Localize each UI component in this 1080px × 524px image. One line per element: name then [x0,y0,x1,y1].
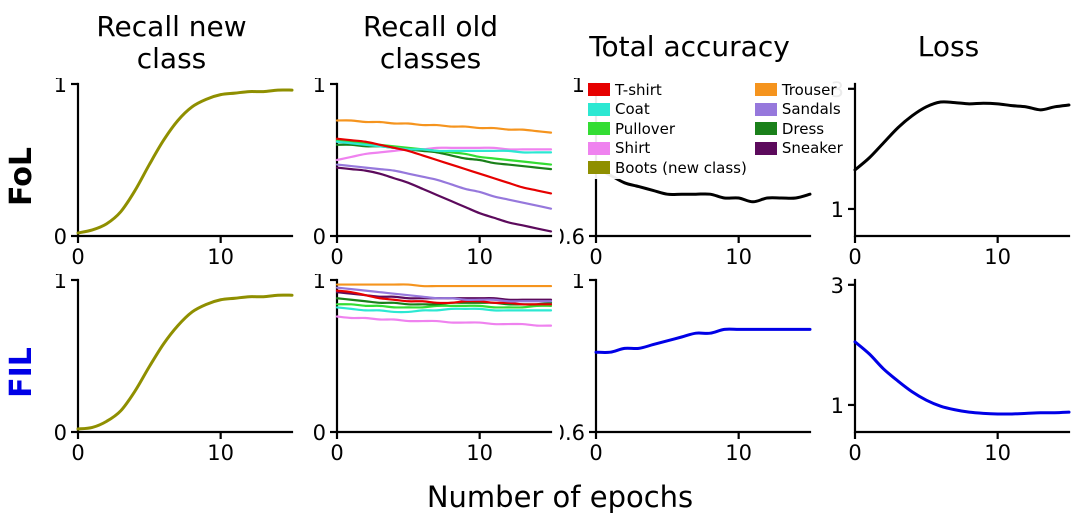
legend-swatch [754,102,777,116]
legend-swatch [588,161,610,175]
col-title-total-accuracy: Total accuracy [589,29,790,63]
legend-swatch [754,122,777,136]
col-title-recall-old: Recall old classes [362,10,499,75]
legend-label: Coat [615,100,650,119]
svg-text:0: 0 [54,225,67,249]
legend-item-pullover: Pullover [588,119,747,139]
row-label-fol: FoL [0,78,42,274]
panel-fil-recall-old: 0 1 0 10 [301,274,560,470]
legend-swatch [588,141,610,155]
legend-item-dress: Dress [754,119,843,139]
legend-item-trouser: Trouser [754,80,843,100]
panel-fol-recall-new: 0 1 0 10 [42,78,301,274]
svg-text:1: 1 [572,78,585,97]
svg-text:3: 3 [831,274,844,298]
legend-swatch [588,102,610,116]
svg-text:0.6: 0.6 [560,225,585,249]
legend-label: Sandals [781,100,841,119]
svg-text:1: 1 [313,78,326,97]
svg-text:1: 1 [54,78,67,97]
legend-item-boots-new-class-: Boots (new class) [588,158,747,178]
class-legend: T-shirt Coat Pullover Shirt Boots (new class… [586,79,845,179]
fil-recall-old-chart: 010 10 [313,274,553,464]
svg-text:1: 1 [313,274,326,293]
svg-text:0: 0 [589,245,602,268]
svg-text:10: 10 [207,441,234,464]
fol-recall-old-chart: 010 10 [313,78,553,268]
panel-fil-loss: 1 3 0 10 [819,274,1078,470]
panel-fil-recall-new: 0 1 0 10 [42,274,301,470]
legend-label: Trouser [781,80,837,99]
svg-text:1: 1 [831,198,844,222]
svg-text:0: 0 [313,421,326,445]
svg-text:1: 1 [54,274,67,293]
svg-text:10: 10 [466,441,493,464]
legend-item-sneaker: Sneaker [754,139,843,159]
x-axis-label: Number of epochs [426,480,694,514]
svg-text:0: 0 [54,421,67,445]
col-title-recall-new: Recall new class [96,10,247,75]
row-label-fol-text: FoL [3,146,39,206]
svg-text:0: 0 [330,441,343,464]
legend-label: T-shirt [615,80,662,99]
svg-text:0.6: 0.6 [560,421,585,445]
legend-label: Sneaker [781,139,843,158]
svg-text:0: 0 [71,441,84,464]
legend-swatch [754,83,777,97]
svg-text:0: 0 [589,441,602,464]
svg-text:10: 10 [984,441,1011,464]
svg-text:0: 0 [848,441,861,464]
svg-text:0: 0 [330,245,343,268]
svg-text:0: 0 [71,245,84,268]
panel-fol-recall-old: 0 1 0 10 [301,78,560,274]
fil-loss-chart: 1 3 0 10 [831,274,1071,464]
row-label-fil-text: FIL [3,346,39,398]
svg-text:10: 10 [725,245,752,268]
svg-text:1: 1 [572,274,585,293]
legend-item-coat: Coat [588,100,747,120]
svg-text:0: 0 [848,245,861,268]
legend-swatch [588,83,610,97]
legend-label: Dress [781,119,825,138]
svg-text:10: 10 [207,245,234,268]
legend-item-shirt: Shirt [588,139,747,159]
legend-label: Pullover [615,119,676,138]
legend-label: Shirt [615,139,651,158]
legend-label: Boots (new class) [615,158,747,177]
legend-item-sandals: Sandals [754,100,843,120]
legend-swatch [588,122,610,136]
svg-text:10: 10 [725,441,752,464]
row-label-fil: FIL [0,274,42,470]
svg-text:10: 10 [984,245,1011,268]
fil-recall-new-chart: 010 10 [54,274,294,464]
svg-text:1: 1 [831,394,844,418]
legend-item-t-shirt: T-shirt [588,80,747,100]
col-title-loss: Loss [917,29,980,63]
fol-recall-new-chart: 010 10 [54,78,294,268]
svg-text:10: 10 [466,245,493,268]
legend-swatch [754,141,777,155]
svg-text:0: 0 [313,225,326,249]
